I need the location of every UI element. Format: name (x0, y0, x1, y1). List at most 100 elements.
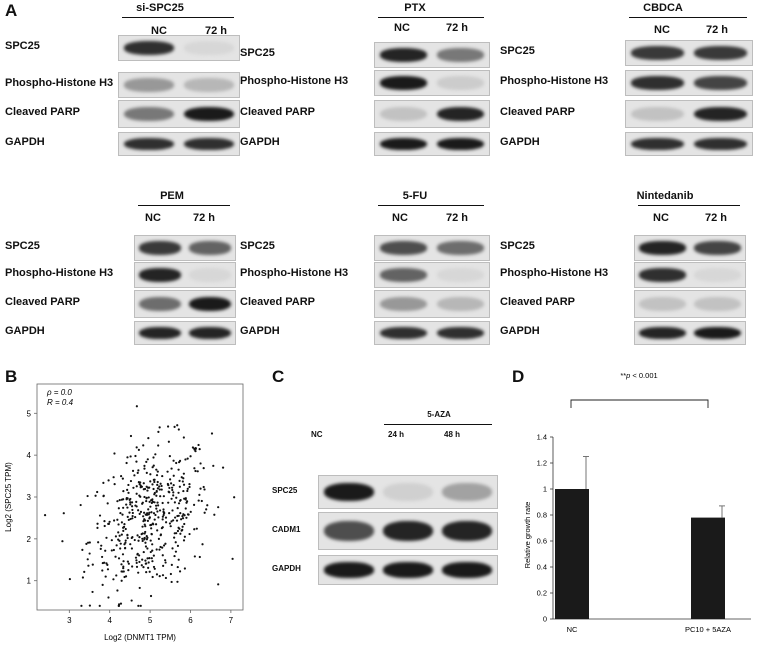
scatter-point (137, 509, 140, 512)
scatter-point (158, 575, 161, 578)
blot-2-band (631, 76, 684, 90)
scatter-point (129, 543, 132, 546)
blot-5-strip (634, 290, 746, 318)
panel-c-strip (318, 555, 498, 585)
scatter-point (120, 521, 123, 524)
blot-3-band (139, 326, 181, 340)
blot-1-band (436, 48, 485, 62)
scatter-point (179, 532, 182, 535)
significance-label: **p < 0.001 (620, 371, 657, 380)
scatter-point (160, 488, 163, 491)
scatter-point (122, 506, 125, 509)
scatter-point (148, 517, 151, 520)
blot-4-band (379, 296, 428, 312)
scatter-point (142, 550, 145, 554)
scatter-point (81, 576, 85, 579)
scatter-point (186, 457, 189, 460)
scatter-point (151, 549, 154, 552)
scatter-point (87, 541, 90, 544)
scatter-point (197, 443, 200, 447)
scatter-point (129, 434, 133, 438)
scatter-point (139, 481, 142, 484)
scatter-point (161, 574, 165, 577)
blot-2-band (694, 76, 747, 90)
scatter-x-tick-label: 5 (148, 616, 153, 625)
blot-4-row-label: SPC25 (240, 240, 275, 252)
scatter-point (184, 458, 187, 461)
scatter-point (130, 547, 134, 550)
scatter-point (141, 532, 144, 535)
scatter-point (68, 577, 71, 581)
scatter-point (43, 514, 47, 517)
scatter-point (141, 539, 144, 543)
scatter-point (177, 558, 180, 561)
scatter-point (91, 590, 94, 594)
scatter-point (174, 550, 178, 553)
panel-c-row-label: GAPDH (272, 564, 301, 573)
blot-0-band (183, 106, 235, 122)
scatter-point (172, 519, 175, 522)
scatter-point (188, 485, 191, 489)
scatter-point (158, 488, 161, 491)
scatter-point (62, 512, 65, 515)
scatter-point (164, 576, 168, 580)
blot-4-lane-label: 72 h (446, 212, 469, 224)
scatter-point (98, 514, 102, 517)
scatter-point (151, 466, 154, 469)
scatter-point (171, 488, 174, 492)
bar-bars (555, 456, 725, 619)
scatter-point (221, 466, 225, 469)
scatter-point (149, 505, 152, 508)
blot-0-row-label: GAPDH (5, 136, 45, 148)
scatter-point (139, 484, 142, 487)
scatter-x-ticks: 3 4 5 6 7 (67, 610, 234, 625)
scatter-point (167, 440, 170, 443)
scatter-point (152, 512, 156, 515)
blot-5-band (694, 326, 741, 340)
scatter-point (130, 505, 134, 508)
panel-c-band (442, 562, 493, 578)
blot-2-lane-label: 72 h (706, 24, 729, 36)
scatter-point (118, 534, 121, 537)
scatter-point (106, 568, 110, 571)
scatter-point (154, 523, 158, 526)
scatter-point (151, 543, 154, 546)
scatter-point (176, 565, 179, 569)
bar-y-tick-label: 0 (543, 615, 547, 624)
scatter-point (176, 544, 180, 548)
blot-3-strip (134, 235, 236, 261)
blot-2-band (694, 46, 747, 60)
scatter-point (172, 459, 175, 462)
scatter-point (164, 542, 167, 545)
scatter-point (171, 486, 174, 489)
scatter-point (169, 572, 172, 576)
scatter-point (91, 563, 94, 566)
scatter-point (161, 546, 164, 549)
scatter-point (126, 497, 129, 500)
scatter-point (205, 508, 208, 511)
scatter-point (96, 522, 99, 525)
blot-5-lane-label: 72 h (705, 212, 728, 224)
scatter-point (119, 511, 122, 515)
scatter-point (141, 558, 144, 561)
scatter-point (152, 456, 155, 459)
scatter-point (193, 447, 196, 450)
bar-y-tick-label: 1 (543, 485, 547, 494)
blot-4-row-label: Phospho-Histone H3 (240, 267, 349, 279)
blot-3-strip (134, 262, 236, 288)
scatter-point (146, 489, 149, 492)
scatter-point (142, 444, 145, 447)
panel-c-band (442, 520, 493, 542)
scatter-x-tick-label: 4 (107, 616, 112, 625)
scatter-point (140, 564, 143, 567)
scatter-point (156, 483, 159, 486)
scatter-point (120, 498, 123, 501)
panel-a-letter: A (5, 1, 18, 20)
scatter-point (193, 528, 196, 531)
blot-4-band (379, 326, 428, 340)
scatter-point (113, 519, 116, 522)
scatter-y-tick-label: 5 (27, 409, 32, 418)
scatter-point (156, 510, 159, 513)
bar (555, 489, 589, 619)
blot-4-row-label: GAPDH (240, 325, 280, 337)
